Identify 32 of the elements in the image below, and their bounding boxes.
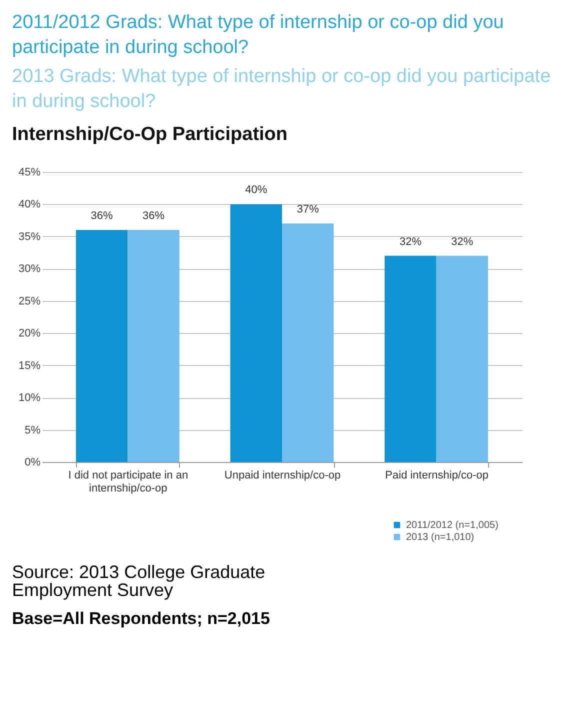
y-tick-label: 35% [18,230,41,243]
bar [384,256,436,462]
text: 2011/2012 Grads: What type of internship or co-op did you participate in during school? [12,11,505,60]
y-tick-label: 15% [18,360,41,372]
text: 2013 Grads: What type of internship or co-op did you participate in during school? [12,65,552,114]
data-label: 36% [142,210,165,222]
y-tick-label: 40% [18,198,41,211]
y-tick-label: 25% [18,295,41,308]
bar [128,230,180,462]
bar [230,204,282,462]
bar [282,224,334,462]
y-tick-label: 20% [18,328,41,340]
x-tick-label: Unpaid internship/co-op [224,470,341,482]
data-label: 32% [451,236,474,248]
y-tick-label: 45% [18,166,41,178]
x-tick-label: Paid internship/co-op [385,470,489,482]
y-tick-label: 10% [18,392,41,404]
chart-title: Internship/Co-Op Participation [12,124,288,145]
bar [76,230,128,462]
text: Base=All Respondents; n=2,015 [12,609,271,629]
data-label: 32% [399,236,422,248]
source-note: Source: 2013 College Graduate Employment Survey [12,562,266,600]
data-label: 40% [245,184,268,196]
y-tick-label: 5% [24,424,41,436]
x-tick-label: I did not participate in an internship/co-op [68,470,188,494]
bar [436,256,488,462]
y-tick-label: 30% [18,263,41,276]
data-label: 36% [90,210,114,222]
legend-label: 2013 (n=1,010) [406,532,474,543]
legend-label: 2011/2012 (n=1,005) [406,520,498,531]
y-tick-label: 0% [24,456,41,468]
data-label: 37% [296,204,320,216]
